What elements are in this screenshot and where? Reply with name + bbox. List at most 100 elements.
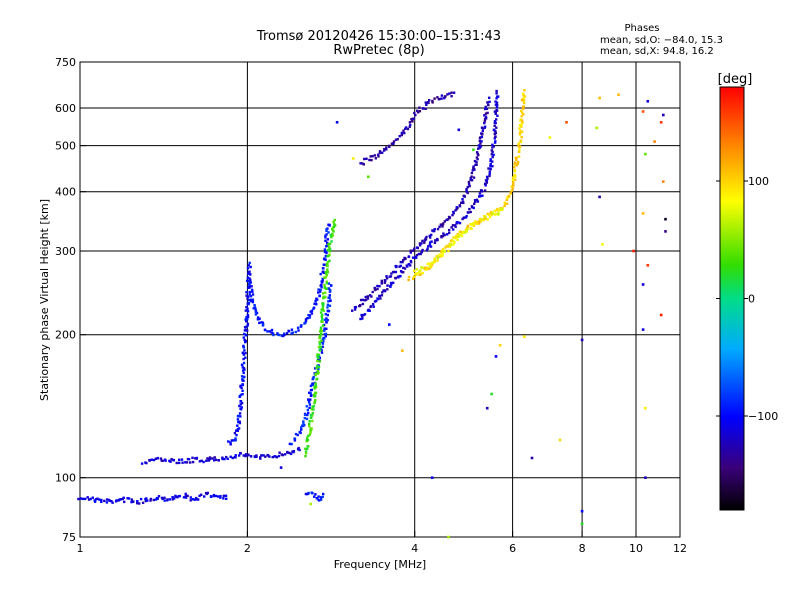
data-point xyxy=(325,228,328,231)
data-point xyxy=(398,135,401,138)
data-point xyxy=(305,405,308,408)
data-point xyxy=(270,331,273,334)
data-point xyxy=(234,437,237,440)
data-point xyxy=(413,269,416,272)
data-point xyxy=(321,495,324,499)
data-point xyxy=(432,229,435,233)
data-point xyxy=(256,318,260,321)
data-point xyxy=(491,165,494,168)
data-point xyxy=(452,210,455,214)
data-point xyxy=(451,213,454,217)
data-point xyxy=(483,189,487,192)
data-point xyxy=(123,500,126,504)
data-point xyxy=(466,227,469,231)
data-point xyxy=(481,129,484,133)
data-point xyxy=(479,136,482,139)
data-point xyxy=(413,247,416,250)
data-point xyxy=(305,417,309,421)
data-point xyxy=(241,369,245,372)
data-point xyxy=(418,270,421,273)
data-point xyxy=(494,355,498,358)
data-point xyxy=(331,228,334,231)
data-point xyxy=(178,461,181,465)
data-point xyxy=(117,499,120,502)
data-point xyxy=(473,199,477,202)
data-point xyxy=(317,365,321,369)
data-point xyxy=(361,298,364,302)
data-point xyxy=(328,304,332,307)
phase-colorbar xyxy=(719,86,745,511)
data-point xyxy=(442,222,445,225)
data-point xyxy=(319,288,322,292)
data-point xyxy=(315,496,318,500)
data-point xyxy=(229,455,232,458)
data-point xyxy=(178,458,181,461)
data-point xyxy=(245,316,248,319)
data-point xyxy=(219,495,222,498)
data-point xyxy=(324,245,328,248)
data-point xyxy=(245,291,248,294)
data-point xyxy=(505,198,508,201)
data-point xyxy=(240,406,243,409)
data-point xyxy=(415,268,419,271)
data-point xyxy=(324,276,328,279)
data-point xyxy=(311,492,314,495)
data-point xyxy=(245,320,248,323)
colorbar-tick-label: 100 xyxy=(748,175,769,188)
data-point xyxy=(317,353,321,356)
data-point xyxy=(251,290,254,293)
data-point xyxy=(226,457,229,460)
data-point xyxy=(248,261,251,265)
data-point xyxy=(248,290,251,294)
data-point xyxy=(307,313,310,317)
data-point xyxy=(318,340,321,344)
data-point xyxy=(662,180,665,183)
data-point xyxy=(469,227,472,230)
data-point xyxy=(212,493,216,497)
data-point xyxy=(474,220,477,223)
data-point xyxy=(308,314,312,317)
data-point xyxy=(464,216,468,219)
data-point xyxy=(317,371,320,374)
data-point xyxy=(208,456,212,459)
data-point xyxy=(312,405,315,408)
data-point xyxy=(335,121,339,124)
data-point xyxy=(325,282,329,285)
data-point xyxy=(472,176,476,179)
data-point xyxy=(317,356,320,360)
data-point xyxy=(425,103,428,106)
data-point xyxy=(426,267,429,271)
data-point xyxy=(440,97,443,100)
data-point xyxy=(317,345,321,349)
data-point xyxy=(234,456,237,459)
data-point xyxy=(399,274,402,278)
data-point xyxy=(491,160,494,163)
data-point xyxy=(266,330,269,333)
data-point xyxy=(490,149,493,152)
data-point xyxy=(466,211,470,214)
data-point xyxy=(327,287,331,290)
data-point xyxy=(436,238,439,242)
data-point xyxy=(365,157,368,160)
data-point xyxy=(392,142,395,145)
data-point xyxy=(440,235,443,238)
data-point xyxy=(331,234,334,237)
data-point xyxy=(271,455,274,459)
data-point xyxy=(304,454,307,458)
data-point xyxy=(436,256,439,259)
data-point xyxy=(380,279,383,283)
data-point xyxy=(448,228,451,232)
data-point xyxy=(245,294,248,297)
data-point xyxy=(353,308,357,311)
data-point xyxy=(489,159,492,163)
data-point xyxy=(298,448,301,452)
data-point xyxy=(455,206,458,209)
data-point xyxy=(506,197,509,200)
data-point xyxy=(469,178,472,182)
data-point xyxy=(304,452,308,455)
data-point xyxy=(241,389,244,392)
data-point xyxy=(644,152,647,156)
data-point xyxy=(378,285,381,288)
data-point xyxy=(452,228,455,231)
colorbar-ticks: 100 0 −100 xyxy=(716,175,778,423)
